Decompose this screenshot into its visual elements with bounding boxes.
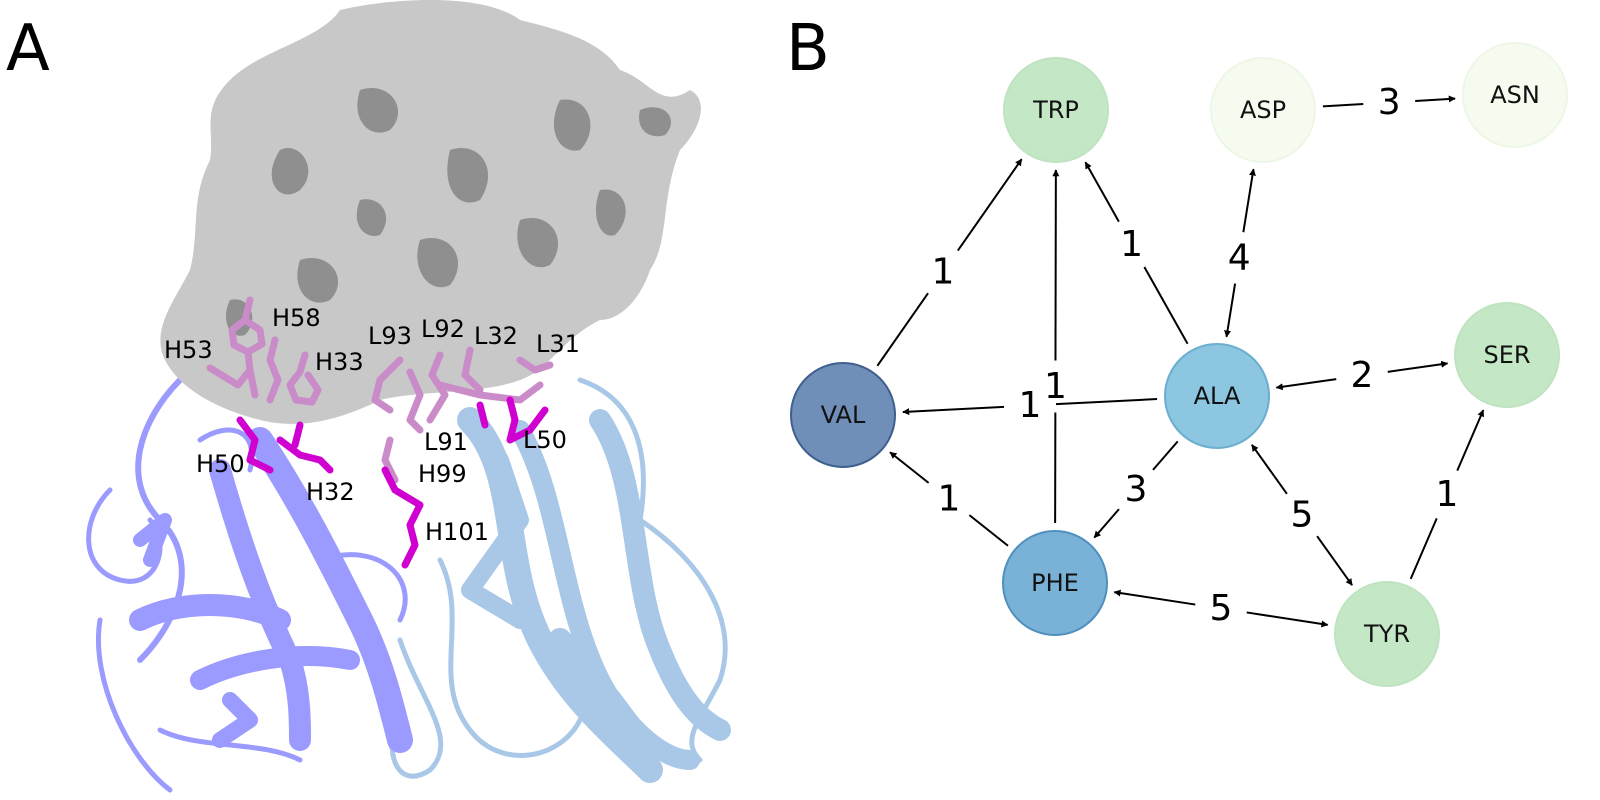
edge-asp-asn-weight: 3: [1378, 82, 1401, 123]
edge-phe-tyr-weight: 5: [1210, 588, 1233, 629]
edge-val-trp-line-end: [957, 158, 1023, 252]
edge-ala-val-line-end: [902, 405, 1005, 416]
node-ser-circle: [1454, 302, 1560, 408]
edge-ala-trp-line-end: [1084, 161, 1120, 223]
edge-tyr-ser-line-start: [1409, 517, 1438, 580]
edge-tyr-ser: 1: [1409, 409, 1485, 580]
antigen-surface: [160, 0, 701, 424]
residue-label-l50: L50: [523, 426, 567, 454]
node-trp-label: TRP: [1032, 96, 1079, 124]
edge-val-trp-line-start: [876, 292, 929, 367]
node-ala-circle: [1164, 343, 1270, 449]
edge-ala-trp: 1: [1084, 161, 1189, 345]
panel-b-letter: B: [786, 12, 830, 86]
node-asn-circle: [1462, 42, 1568, 148]
edge-phe-trp: 1: [1044, 169, 1067, 524]
node-ser-label: SER: [1483, 341, 1530, 369]
light-chain-ribbon: [389, 377, 731, 783]
node-ala-label: ALA: [1194, 382, 1241, 410]
edge-ala-ser: 2: [1275, 355, 1449, 396]
edge-phe-val-line-end: [889, 451, 930, 484]
residue-label-h53: H53: [164, 336, 213, 364]
edge-ala-ser-weight: 2: [1351, 355, 1374, 396]
node-phe: PHE: [1002, 530, 1108, 636]
edge-ala-tyr: 5: [1251, 444, 1353, 586]
node-tyr-circle: [1334, 581, 1440, 687]
edge-ala-ser-line-end: [1387, 360, 1449, 373]
node-asn-label: ASN: [1490, 81, 1540, 109]
edge-ala-tyr-line-start: [1251, 444, 1288, 495]
edge-phe-trp-weight: 1: [1044, 366, 1067, 407]
node-asn: ASN: [1462, 42, 1568, 148]
residue-sticks: [206, 296, 554, 569]
node-val-circle: [790, 362, 896, 468]
edge-ala-ser-line-start: [1275, 378, 1337, 391]
node-val-label: VAL: [821, 401, 866, 429]
edge-ala-asp-line-end: [1242, 168, 1256, 233]
node-val: VAL: [790, 362, 896, 468]
node-trp-circle: [1003, 57, 1109, 163]
edge-ala-asp-line-start: [1224, 283, 1237, 338]
residue-label-l91: L91: [424, 428, 468, 456]
edge-phe-val: 1: [889, 451, 1009, 547]
edge-val-trp: 1: [876, 158, 1023, 367]
edge-phe-tyr: 5: [1113, 588, 1329, 629]
residue-label-l93: L93: [368, 322, 412, 350]
residue-label-h50: H50: [196, 450, 245, 478]
edge-ala-val-weight: 1: [1019, 385, 1042, 426]
edge-ala-tyr-weight: 5: [1291, 495, 1314, 536]
panel-a: A: [6, 0, 731, 793]
residue-label-h99: H99: [418, 460, 467, 488]
residue-labels: H53 H58 H33 L93 L92 L32 L31 H50 L91 L50 …: [164, 304, 580, 546]
panel-a-letter: A: [6, 12, 50, 86]
edge-tyr-ser-line-end: [1456, 409, 1485, 472]
edge-asp-asn: 3: [1322, 82, 1456, 123]
residue-label-l92: L92: [421, 315, 465, 343]
residue-label-h58: H58: [272, 304, 321, 332]
node-tyr: TYR: [1334, 581, 1440, 687]
edge-ala-trp-weight: 1: [1120, 224, 1143, 265]
edge-phe-val-line-start: [968, 514, 1009, 547]
edge-ala-phe-line-end: [1093, 508, 1120, 539]
residue-label-l31: L31: [536, 330, 580, 358]
edge-ala-tyr-line-end: [1316, 535, 1353, 586]
node-tyr-label: TYR: [1363, 620, 1410, 648]
node-asp-circle: [1210, 57, 1316, 163]
edge-val-trp-weight: 1: [931, 251, 954, 292]
residue-label-h33: H33: [315, 348, 364, 376]
node-asp: ASP: [1210, 57, 1316, 163]
residue-label-l32: L32: [474, 322, 518, 350]
edge-ala-asp-weight: 4: [1228, 237, 1251, 278]
residue-label-h32: H32: [306, 478, 355, 506]
node-phe-circle: [1002, 530, 1108, 636]
node-ala: ALA: [1164, 343, 1270, 449]
edge-ala-asp: 4: [1224, 168, 1256, 338]
node-ser: SER: [1454, 302, 1560, 408]
edge-phe-val-weight: 1: [938, 479, 961, 520]
network-nodes: TRP ASP ASN VAL ALA SER PHE TYR: [790, 42, 1568, 687]
heavy-chain-ribbon: [86, 377, 413, 793]
edge-phe-tyr-line-start: [1113, 589, 1196, 606]
node-asp-label: ASP: [1240, 96, 1286, 124]
node-trp: TRP: [1003, 57, 1109, 163]
edge-asp-asn-line-start: [1322, 103, 1364, 108]
edge-phe-tyr-line-end: [1246, 611, 1329, 628]
edge-ala-phe-weight: 3: [1125, 469, 1148, 510]
edge-ala-val: 1: [902, 385, 1158, 426]
residue-label-h101: H101: [425, 518, 489, 546]
edge-ala-trp-line-start: [1143, 266, 1189, 345]
edge-ala-val-line-start: [1055, 398, 1158, 406]
edge-tyr-ser-weight: 1: [1436, 474, 1459, 515]
edge-asp-asn-line-end: [1415, 95, 1456, 103]
edge-ala-phe: 3: [1093, 440, 1179, 539]
node-phe-label: PHE: [1031, 569, 1079, 597]
edge-ala-phe-line-start: [1152, 440, 1179, 471]
